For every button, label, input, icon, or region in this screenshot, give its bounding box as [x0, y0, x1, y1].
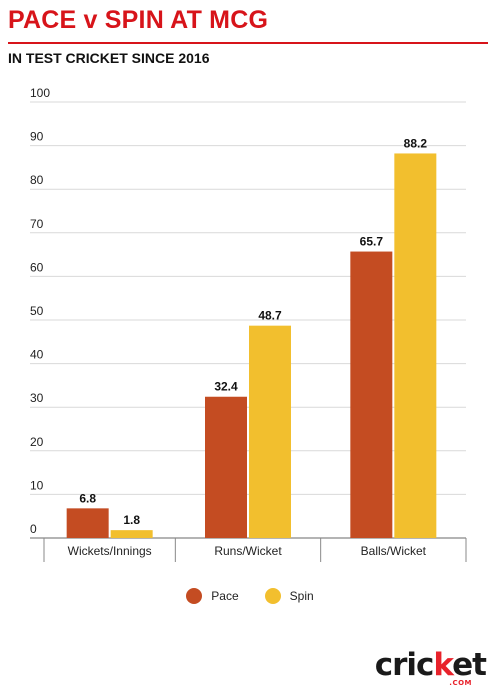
bar-chart: 0 10 20 30 40 50 60 70 80 90 100 6.8 1.8 Wickets/Inni…	[30, 86, 467, 562]
data-label: 6.8	[79, 491, 96, 505]
category-label: Wickets/Innings	[68, 544, 152, 558]
bar-pace	[350, 251, 393, 538]
logo-suffix: .COM	[449, 679, 472, 687]
legend-label-spin: Spin	[289, 589, 314, 603]
y-tick-label: 20	[30, 435, 44, 449]
y-tick-label: 90	[30, 130, 44, 144]
legend-swatch-spin	[264, 588, 281, 604]
title-underline	[8, 42, 488, 44]
data-label: 32.4	[214, 380, 238, 394]
y-tick-label: 70	[30, 217, 44, 231]
logo-word-mid: k	[433, 647, 453, 683]
legend-item-pace: Pace	[186, 588, 239, 604]
y-tick-label: 10	[30, 478, 44, 492]
y-tick-label: 40	[30, 348, 44, 362]
logo-word-right: et	[452, 647, 487, 683]
y-tick-label: 100	[30, 86, 50, 100]
bar-pace	[205, 396, 247, 538]
bar-spin	[394, 153, 437, 538]
legend-label-pace: Pace	[211, 589, 239, 603]
bar-spin	[249, 325, 291, 538]
legend-swatch-pace	[186, 588, 203, 604]
category-label: Runs/Wicket	[214, 544, 282, 558]
category-label: Balls/Wicket	[361, 544, 427, 558]
data-label: 48.7	[258, 309, 282, 323]
y-tick-label: 60	[30, 260, 44, 274]
legend-item-spin: Spin	[264, 588, 314, 604]
data-label: 88.2	[404, 136, 428, 150]
logo-wordmark: cricket	[374, 647, 487, 683]
chart-title: PACE v SPIN AT MCG	[8, 6, 269, 34]
y-tick-label: 30	[30, 391, 44, 405]
cricket-com-logo: cricket .COM	[374, 647, 487, 688]
chart-subtitle: IN TEST CRICKET SINCE 2016	[8, 50, 210, 66]
bar-pace	[66, 508, 109, 538]
data-label: 65.7	[360, 235, 384, 249]
y-tick-label: 80	[30, 173, 44, 187]
y-tick-label: 0	[30, 522, 37, 536]
logo-word-left: cric	[374, 647, 435, 683]
bar-spin	[110, 530, 153, 538]
chart-legend: Pace Spin	[0, 586, 500, 606]
data-label: 1.8	[123, 513, 140, 527]
y-tick-label: 50	[30, 304, 44, 318]
